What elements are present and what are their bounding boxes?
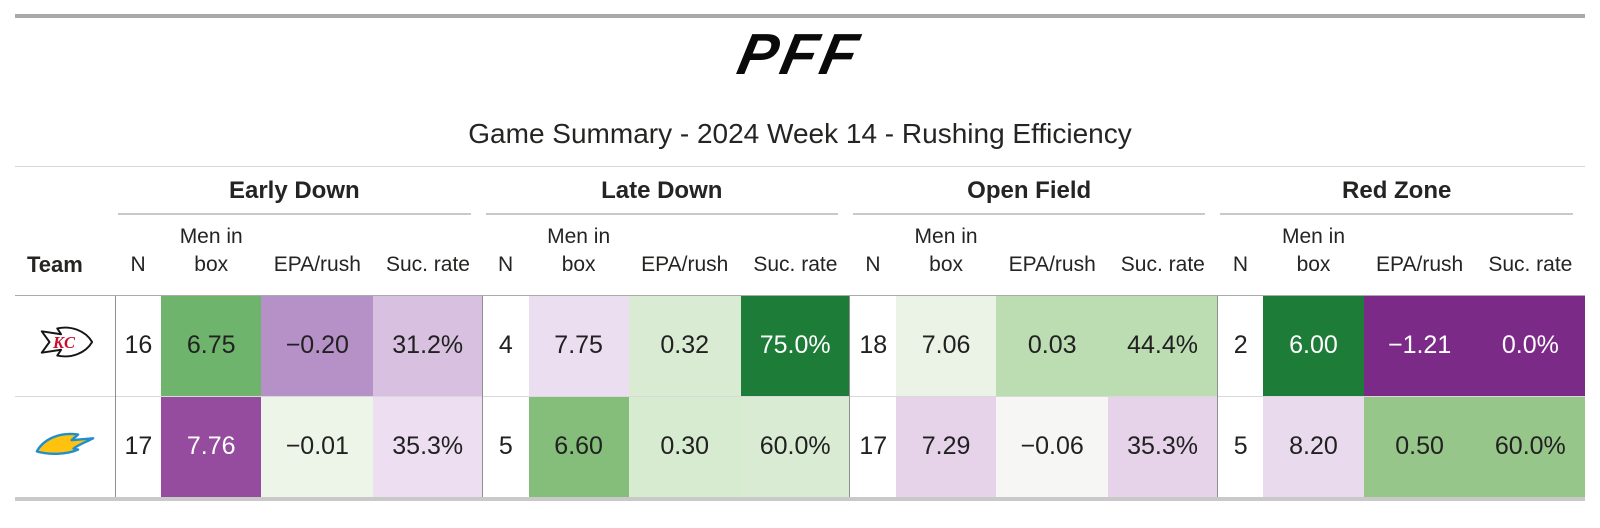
column-header-team: Team xyxy=(15,215,116,296)
n-value-cell: 4 xyxy=(482,295,529,397)
stat-cell: 0.30 xyxy=(628,395,741,497)
stat-cell: −0.06 xyxy=(996,395,1109,497)
group-title: Open Field xyxy=(852,177,1206,215)
pff-logo: PFF xyxy=(732,22,868,87)
stat-cell: 8.20 xyxy=(1263,395,1364,497)
group-header-late-down: Late Down xyxy=(483,167,850,215)
group-header-spacer xyxy=(15,167,115,216)
bottom-divider xyxy=(15,496,1585,501)
team-logo-cell xyxy=(15,395,116,497)
group-header-early-down: Early Down xyxy=(115,167,482,215)
page-title: Game Summary - 2024 Week 14 - Rushing Ef… xyxy=(468,118,1132,149)
column-header-n: N xyxy=(482,215,529,296)
stat-cell: 7.75 xyxy=(528,295,629,397)
group-header-row: Early Down Late Down Open Field Red Zone xyxy=(15,167,1585,216)
group-title: Early Down xyxy=(118,177,471,215)
n-value-cell: 16 xyxy=(114,295,162,397)
stat-cell: 35.3% xyxy=(1108,395,1218,497)
table-body: KC 16 6.75 −0.20 31.2% 4 7.75 0.32 75.0% 18 7.06 0.… xyxy=(15,295,1585,497)
group-title: Late Down xyxy=(485,177,838,215)
column-header-men-in-box: Men in box xyxy=(1263,215,1364,296)
stat-cell: 7.06 xyxy=(896,295,997,397)
column-header-suc-rate: Suc. rate xyxy=(1475,215,1585,296)
column-header-epa-rush: EPA/rush xyxy=(261,215,374,296)
stat-cell: −0.01 xyxy=(261,395,374,497)
stat-cell: 6.75 xyxy=(161,295,262,397)
column-header-suc-rate: Suc. rate xyxy=(740,215,850,296)
column-header-epa-rush: EPA/rush xyxy=(1363,215,1476,296)
group-header-red-zone: Red Zone xyxy=(1217,167,1585,215)
group-header-open-field: Open Field xyxy=(850,167,1217,215)
column-header-suc-rate: Suc. rate xyxy=(1108,215,1218,296)
chiefs-logo: KC xyxy=(40,326,93,358)
stat-cell: −1.21 xyxy=(1363,295,1476,397)
stat-cell: 44.4% xyxy=(1108,295,1218,397)
stat-cell: 0.03 xyxy=(996,295,1109,397)
stat-cell: 60.0% xyxy=(740,395,850,497)
table-row: KC 16 6.75 −0.20 31.2% 4 7.75 0.32 75.0% 18 7.06 0.… xyxy=(15,295,1585,397)
stat-cell: 0.50 xyxy=(1363,395,1476,497)
stat-cell: 75.0% xyxy=(740,295,850,397)
n-value-cell: 5 xyxy=(482,395,529,497)
stat-cell: 0.0% xyxy=(1475,295,1585,397)
team-logo-cell: KC xyxy=(15,295,116,397)
stat-cell: 7.29 xyxy=(896,395,997,497)
rushing-efficiency-table: Early Down Late Down Open Field Red Zone… xyxy=(15,166,1585,497)
n-value-cell: 5 xyxy=(1216,395,1264,497)
stat-cell: 7.76 xyxy=(161,395,262,497)
column-header-row: Team N Men in box EPA/rush Suc. rate N M… xyxy=(15,215,1585,296)
stat-cell: 35.3% xyxy=(373,395,483,497)
n-value-cell: 17 xyxy=(114,395,162,497)
column-header-n: N xyxy=(1217,215,1264,296)
column-header-suc-rate: Suc. rate xyxy=(373,215,483,296)
column-header-epa-rush: EPA/rush xyxy=(628,215,741,296)
stat-cell: 31.2% xyxy=(373,295,483,397)
n-value-cell: 18 xyxy=(849,295,897,397)
column-header-men-in-box: Men in box xyxy=(896,215,997,296)
column-header-men-in-box: Men in box xyxy=(161,215,262,296)
n-value-cell: 2 xyxy=(1216,295,1264,397)
chargers-logo xyxy=(35,432,95,456)
column-header-n: N xyxy=(849,215,897,296)
table-row: 17 7.76 −0.01 35.3% 5 6.60 0.30 60.0% 17 7.29 −0.0… xyxy=(15,395,1585,497)
column-header-epa-rush: EPA/rush xyxy=(996,215,1109,296)
stat-cell: 6.60 xyxy=(528,395,629,497)
stat-cell: 60.0% xyxy=(1475,395,1585,497)
n-value-cell: 17 xyxy=(849,395,897,497)
group-title: Red Zone xyxy=(1220,177,1573,215)
rushing-efficiency-table-container: Early Down Late Down Open Field Red Zone… xyxy=(15,166,1585,501)
stat-cell: −0.20 xyxy=(261,295,374,397)
column-header-men-in-box: Men in box xyxy=(528,215,629,296)
top-divider xyxy=(15,14,1585,18)
column-header-n: N xyxy=(115,215,162,296)
svg-text:KC: KC xyxy=(52,333,76,352)
stat-cell: 0.32 xyxy=(628,295,741,397)
pff-logo-container: PFF xyxy=(0,22,1600,87)
stat-cell: 6.00 xyxy=(1263,295,1364,397)
